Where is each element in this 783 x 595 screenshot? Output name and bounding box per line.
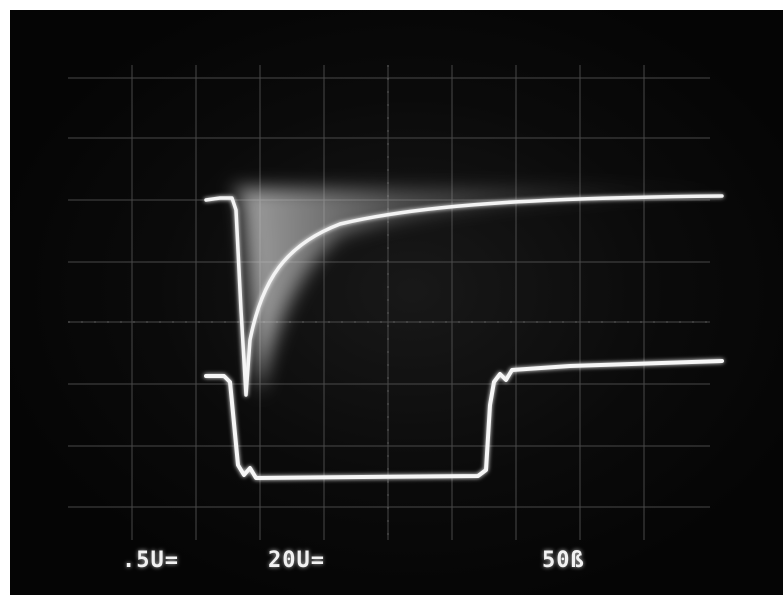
graticule-center-ticks — [68, 65, 710, 540]
timebase-readout: 50ß — [542, 548, 585, 573]
lower-trace — [204, 359, 724, 480]
channel2-scale-readout: 20U= — [268, 548, 325, 573]
graticule-horizontal-lines — [68, 77, 710, 508]
oscilloscope-screen — [68, 65, 724, 540]
graticule — [68, 65, 710, 540]
screen-glow — [10, 10, 783, 595]
upper-trace-decay-haze — [232, 188, 722, 395]
oscilloscope-photo: .5U= 20U= 50ß — [10, 10, 783, 595]
upper-trace — [204, 194, 724, 397]
channel1-scale-readout: .5U= — [122, 548, 179, 573]
